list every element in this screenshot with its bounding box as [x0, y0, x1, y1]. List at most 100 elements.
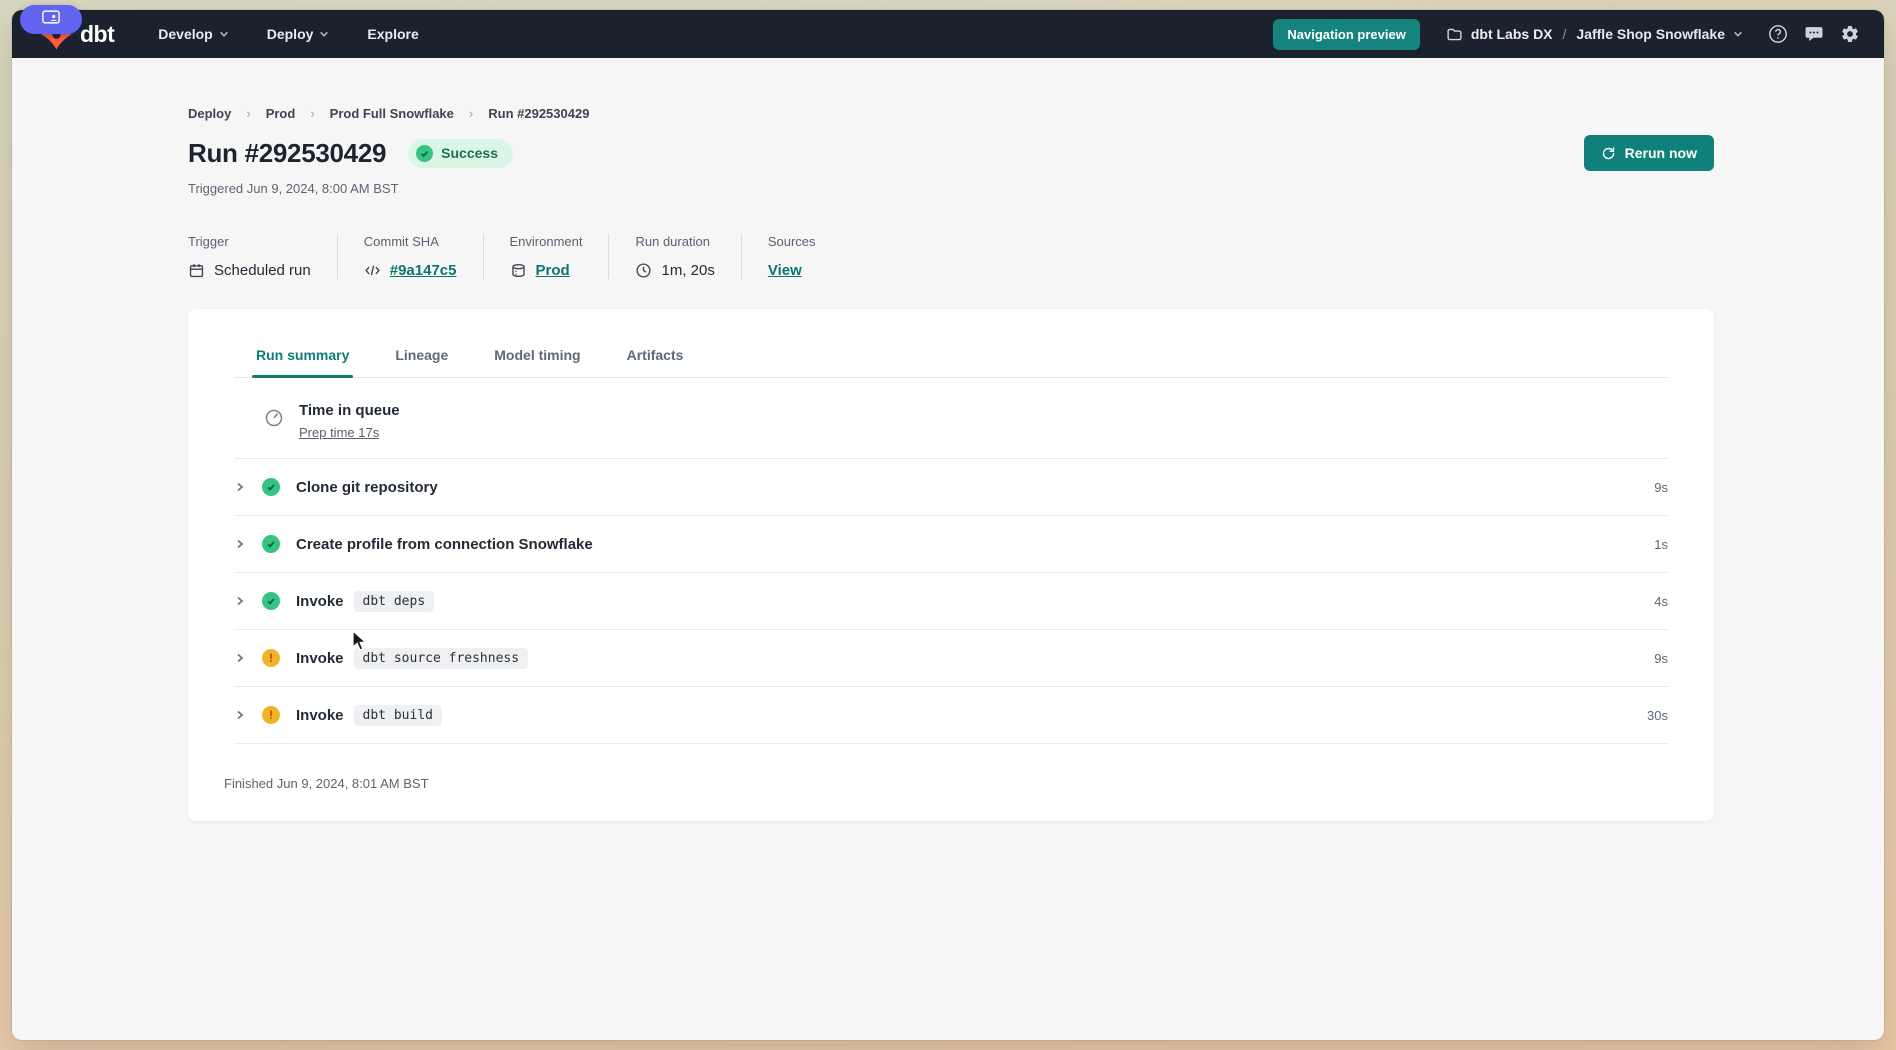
step-command: dbt build	[353, 704, 442, 726]
database-icon	[511, 263, 525, 278]
breadcrumb-separator: ›	[246, 106, 251, 121]
commit-sha-link[interactable]: #9a147c5	[389, 262, 457, 279]
rerun-now-button[interactable]: Rerun now	[1583, 135, 1714, 171]
top-navbar: dbt Develop Deploy Explore Navigation pr…	[12, 10, 1884, 58]
meta-label: Run duration	[635, 234, 710, 249]
queue-title: Time in queue	[299, 402, 400, 419]
step-status-icon: !	[262, 535, 280, 553]
step-row-clone-git[interactable]: ! Clone git repository 9s	[234, 459, 1668, 516]
step-row-dbt-deps[interactable]: ! Invoke dbt deps 4s	[234, 573, 1668, 630]
breadcrumb-prod[interactable]: Prod	[265, 106, 296, 121]
meta-label: Sources	[767, 234, 816, 249]
account-name: dbt Labs DX	[1470, 26, 1553, 42]
tab-artifacts[interactable]: Artifacts	[626, 347, 684, 363]
help-icon[interactable]	[1767, 24, 1788, 45]
chevron-right-icon[interactable]	[234, 538, 262, 550]
breadcrumb: Deploy › Prod › Prod Full Snowflake › Ru…	[188, 58, 1714, 121]
triggered-timestamp: Triggered Jun 9, 2024, 8:00 AM BST	[188, 181, 399, 196]
meta-sources: Sources View	[768, 234, 842, 279]
breadcrumb-separator: ›	[310, 106, 315, 121]
chevron-right-icon[interactable]	[234, 481, 262, 493]
step-status-icon: !	[262, 706, 280, 724]
step-label: Invoke	[296, 592, 344, 610]
prep-time-link[interactable]: Prep time 17s	[299, 425, 380, 440]
chevron-right-icon[interactable]	[234, 595, 262, 607]
nav-menu-deploy[interactable]: Deploy	[267, 26, 330, 42]
screen-share-icon	[42, 10, 60, 29]
run-summary-card: Run summary Lineage Model timing Artifac…	[188, 309, 1714, 821]
step-status-icon: !	[262, 478, 280, 496]
navigation-preview-button[interactable]: Navigation preview	[1273, 18, 1420, 50]
clock-icon	[636, 263, 652, 278]
breadcrumb-deploy[interactable]: Deploy	[188, 106, 232, 121]
account-separator: /	[1562, 26, 1567, 42]
settings-gear-icon[interactable]	[1839, 24, 1860, 45]
chevron-down-icon	[219, 31, 228, 37]
time-in-queue-section: Time in queue Prep time 17s	[234, 378, 1668, 459]
step-label: Create profile from connection Snowflake	[296, 535, 593, 553]
main-content: Deploy › Prod › Prod Full Snowflake › Ru…	[12, 58, 1884, 1040]
logo-text: dbt	[80, 20, 115, 47]
breadcrumb-separator: ›	[468, 106, 474, 121]
tab-run-summary[interactable]: Run summary	[251, 347, 354, 378]
run-duration-value: 1m, 20s	[661, 262, 715, 279]
step-duration: 1s	[1654, 536, 1668, 552]
app-window: dbt Develop Deploy Explore Navigation pr…	[12, 10, 1884, 1040]
sources-view-link[interactable]: View	[767, 262, 802, 279]
meta-trigger: Trigger Scheduled run	[188, 234, 338, 279]
meta-environment: Environment Prod	[510, 234, 610, 279]
meta-label: Commit SHA	[363, 234, 439, 249]
screen-share-indicator[interactable]	[20, 5, 82, 34]
status-badge-label: Success	[441, 145, 498, 161]
step-command: dbt source freshness	[353, 647, 529, 669]
tab-lineage[interactable]: Lineage	[395, 347, 449, 363]
step-status-icon: !	[262, 592, 280, 610]
queue-timer-icon	[264, 402, 284, 433]
feedback-icon[interactable]	[1803, 24, 1824, 45]
run-meta-row: Trigger Scheduled run Commit SHA	[188, 234, 1714, 279]
chevron-down-icon	[320, 31, 329, 37]
nav-menus: Develop Deploy Explore	[158, 26, 419, 42]
step-status-icon: !	[262, 649, 280, 667]
tab-model-timing[interactable]: Model timing	[494, 347, 581, 363]
breadcrumb-run[interactable]: Run #292530429	[488, 106, 590, 121]
project-switcher[interactable]: dbt Labs DX / Jaffle Shop Snowflake	[1446, 26, 1743, 43]
step-row-create-profile[interactable]: ! Create profile from connection Snowfla…	[234, 516, 1668, 573]
rerun-now-label: Rerun now	[1624, 145, 1697, 161]
nav-menu-develop[interactable]: Develop	[158, 26, 228, 42]
meta-commit-sha: Commit SHA #9a147c5	[364, 234, 484, 279]
nav-menu-label: Explore	[367, 26, 419, 42]
dbt-logo[interactable]: dbt	[40, 18, 115, 51]
meta-label: Trigger	[188, 234, 229, 249]
page-title: Run #292530429	[188, 137, 387, 168]
chevron-down-icon	[1734, 31, 1742, 37]
project-name: Jaffle Shop Snowflake	[1576, 26, 1725, 42]
meta-label: Environment	[509, 234, 583, 249]
step-row-dbt-build[interactable]: ! Invoke dbt build 30s	[234, 687, 1668, 744]
chevron-right-icon[interactable]	[234, 652, 262, 664]
step-label: Invoke	[296, 706, 344, 724]
meta-run-duration: Run duration 1m, 20s	[635, 234, 742, 279]
success-check-icon	[416, 144, 434, 162]
nav-menu-label: Deploy	[266, 26, 314, 42]
step-duration: 4s	[1654, 593, 1668, 609]
refresh-icon	[1602, 146, 1614, 159]
step-row-dbt-source-freshness[interactable]: ! Invoke dbt source freshness 9s	[234, 630, 1668, 687]
nav-menu-explore[interactable]: Explore	[367, 26, 418, 42]
breadcrumb-job[interactable]: Prod Full Snowflake	[329, 106, 454, 121]
chevron-right-icon[interactable]	[234, 709, 262, 721]
calendar-icon	[189, 264, 204, 278]
step-duration: 9s	[1654, 479, 1668, 495]
step-duration: 30s	[1647, 707, 1668, 723]
finished-timestamp: Finished Jun 9, 2024, 8:01 AM BST	[224, 776, 429, 791]
code-icon	[364, 265, 380, 276]
step-command: dbt deps	[353, 590, 435, 612]
trigger-value: Scheduled run	[214, 262, 311, 279]
status-badge: Success	[408, 138, 513, 168]
step-label: Clone git repository	[296, 478, 438, 496]
nav-icon-group	[1767, 24, 1860, 45]
step-duration: 9s	[1654, 650, 1668, 666]
folder-icon	[1447, 28, 1462, 40]
nav-menu-label: Develop	[158, 26, 213, 42]
environment-link[interactable]: Prod	[535, 262, 570, 279]
